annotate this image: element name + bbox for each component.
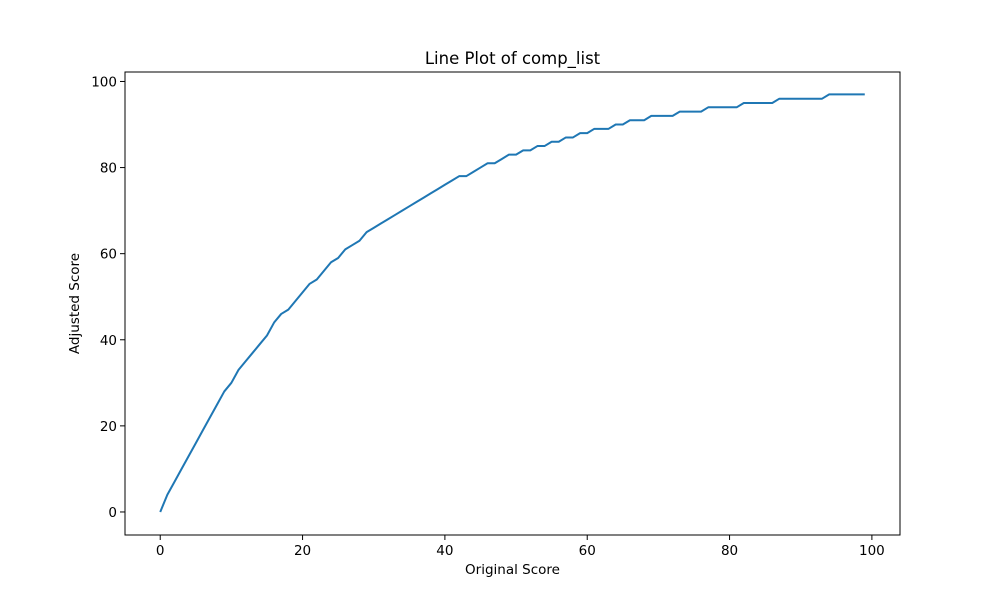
x-axis-ticks: 0 20 40 60 80 100 [156,535,885,559]
y-tick-label: 0 [108,505,117,521]
chart-title: Line Plot of comp_list [425,49,601,69]
y-tick-label: 20 [100,419,117,435]
x-tick-label: 60 [579,543,596,559]
y-tick-label: 80 [100,161,117,177]
x-tick-label: 100 [859,543,885,559]
x-tick-label: 20 [294,543,311,559]
y-tick-label: 40 [100,333,117,349]
x-axis-label: Original Score [465,562,560,578]
plot-area-frame [124,71,901,536]
y-axis-ticks: 0 20 40 60 80 100 [91,74,125,521]
y-axis-label: Adjusted Score [67,253,83,354]
x-tick-label: 40 [436,543,453,559]
x-tick-label: 80 [721,543,738,559]
series-line-0 [159,93,865,513]
y-tick-label: 100 [91,74,117,90]
plot-content [159,93,865,513]
x-tick-label: 0 [156,543,165,559]
y-tick-label: 60 [100,247,117,263]
